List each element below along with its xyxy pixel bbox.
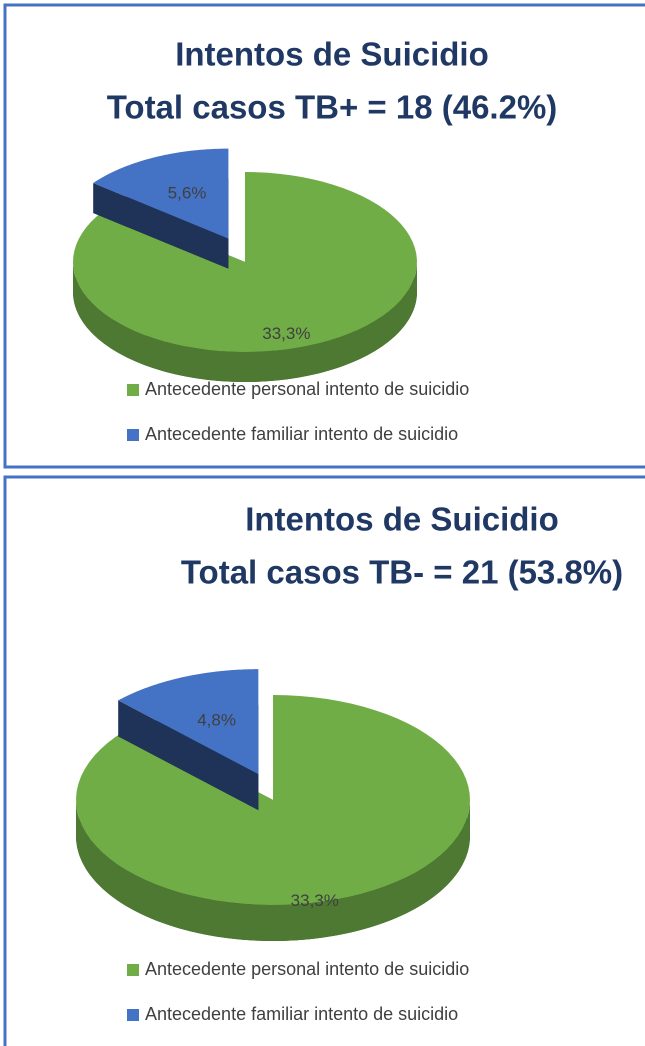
chart-subtitle: Total casos TB- = 21 (53.8%) [181, 554, 623, 591]
value-label: 33,3% [262, 324, 310, 343]
panel [3, 475, 645, 1046]
legend-label: Antecedente familiar intento de suicidio [145, 424, 458, 444]
chart-title: Intentos de Suicidio [175, 36, 489, 73]
legend-label: Antecedente personal intento de suicidio [145, 959, 469, 979]
slice [76, 695, 470, 905]
legend-swatch [127, 1009, 139, 1021]
slice-edge [93, 182, 229, 269]
slice [93, 148, 229, 239]
slice-side [76, 800, 470, 941]
legend-swatch [127, 964, 139, 976]
chart-subtitle: Total casos TB+ = 18 (46.2%) [107, 89, 558, 126]
value-label: 5,6% [168, 184, 207, 203]
panel [3, 3, 645, 469]
chart-title: Intentos de Suicidio [245, 501, 559, 538]
legend-label: Antecedente personal intento de suicidio [145, 379, 469, 399]
slice-edge [118, 700, 259, 811]
legend-swatch [127, 384, 139, 396]
value-label: 33,3% [291, 891, 339, 910]
slice-side [73, 262, 417, 382]
slice [118, 669, 259, 775]
legend-label: Antecedente familiar intento de suicidio [145, 1004, 458, 1024]
slice [73, 172, 417, 352]
value-label: 4,8% [197, 710, 236, 729]
legend-swatch [127, 429, 139, 441]
